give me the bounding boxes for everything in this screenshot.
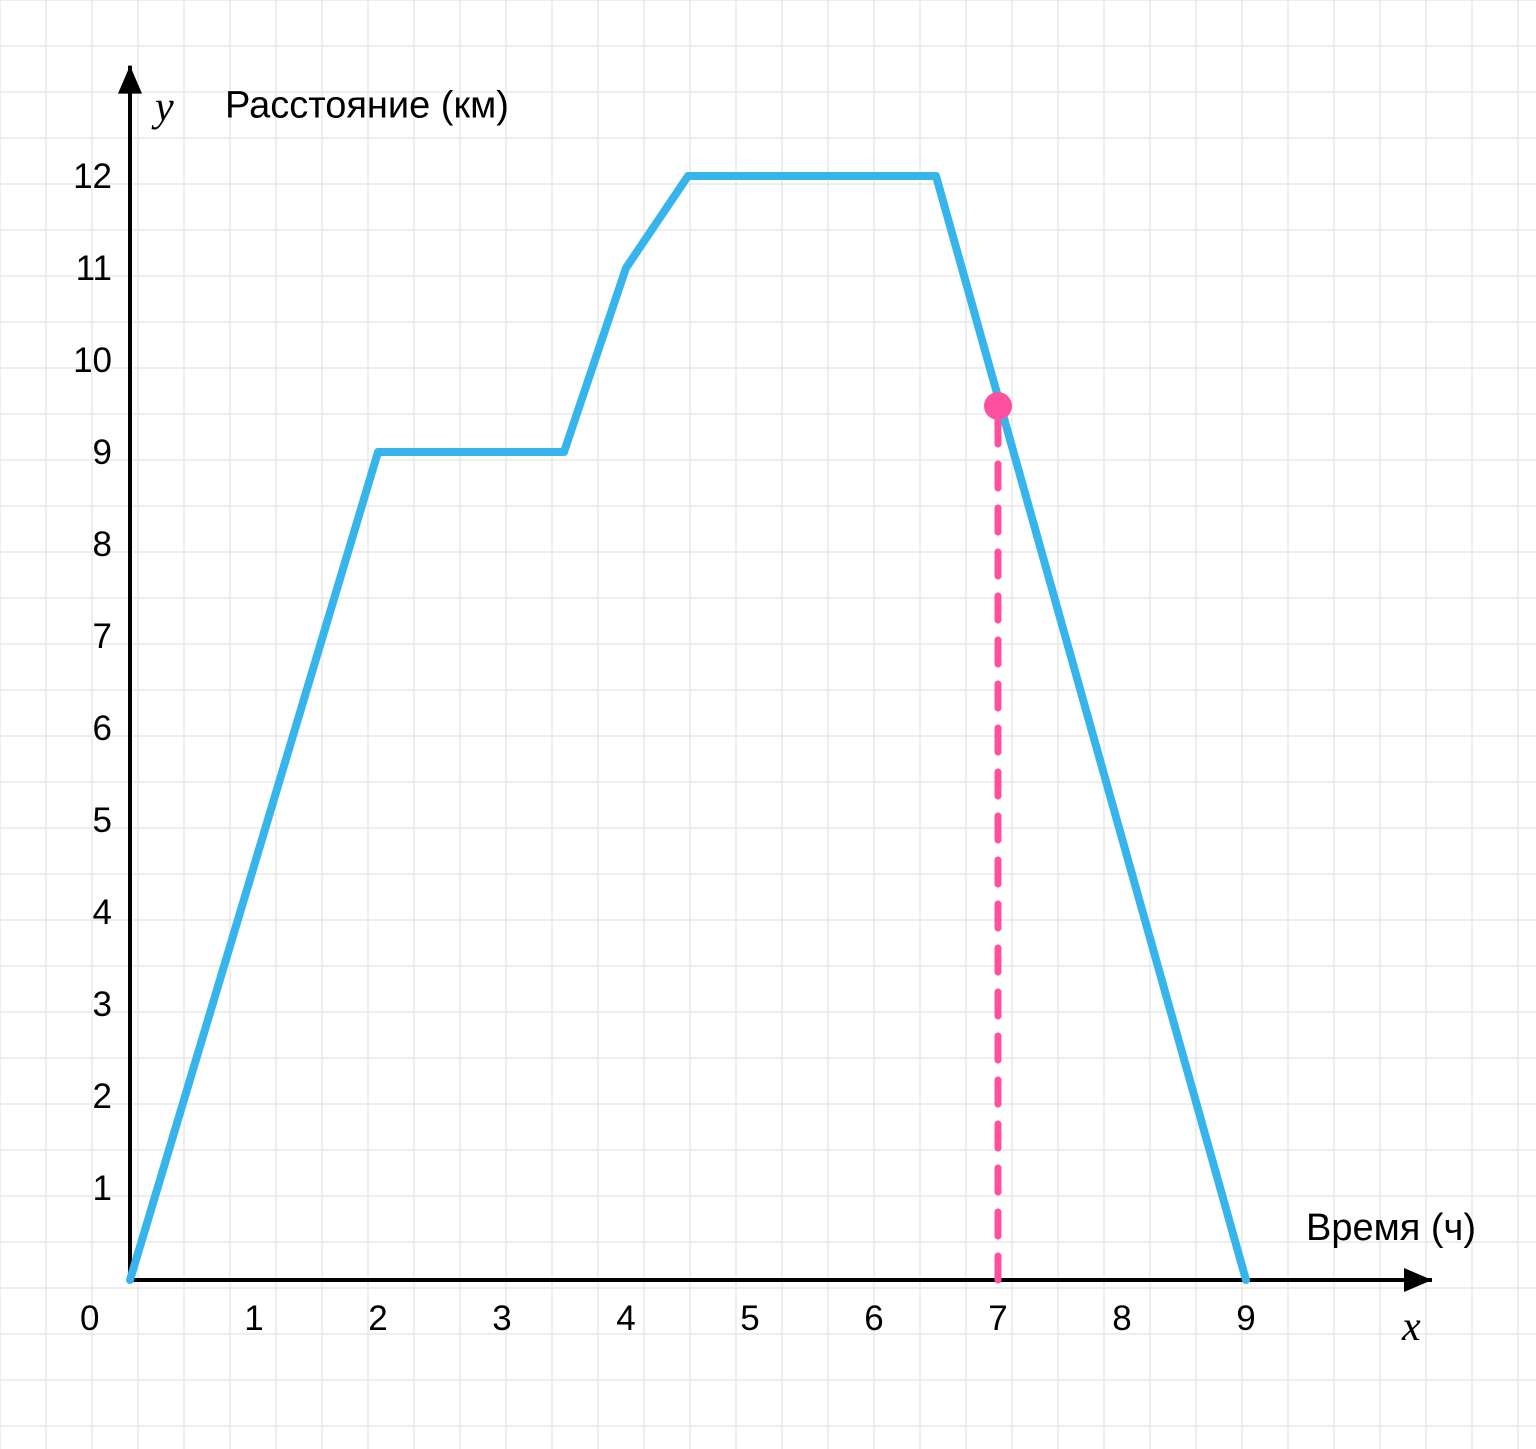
- y-tick-label: 10: [73, 341, 112, 380]
- y-tick-label: 6: [93, 709, 112, 748]
- x-var-label: x: [1401, 1304, 1421, 1350]
- marker-point: [984, 392, 1012, 420]
- origin-label: 0: [80, 1299, 99, 1338]
- x-tick-label: 4: [616, 1299, 635, 1338]
- y-tick-label: 12: [73, 157, 112, 196]
- chart-container: 1234567891234567891011120xyРасстояние (к…: [0, 0, 1536, 1449]
- y-tick-label: 2: [93, 1077, 112, 1116]
- x-tick-label: 2: [368, 1299, 387, 1338]
- x-tick-label: 7: [988, 1299, 1007, 1338]
- x-tick-label: 5: [740, 1299, 759, 1338]
- y-tick-label: 1: [93, 1169, 112, 1208]
- y-axis-label: Расстояние (км): [225, 85, 509, 127]
- y-tick-label: 7: [93, 617, 112, 656]
- x-axis-label: Время (ч): [1306, 1207, 1476, 1249]
- x-tick-label: 9: [1236, 1299, 1255, 1338]
- y-tick-label: 11: [76, 249, 112, 288]
- chart-svg: 1234567891234567891011120xyРасстояние (к…: [0, 0, 1536, 1449]
- y-tick-label: 8: [93, 525, 112, 564]
- y-tick-label: 4: [93, 893, 112, 932]
- y-var-label: y: [151, 85, 174, 131]
- y-tick-label: 9: [93, 433, 112, 472]
- x-tick-label: 6: [864, 1299, 883, 1338]
- x-tick-label: 3: [492, 1299, 511, 1338]
- y-tick-label: 3: [93, 985, 112, 1024]
- y-tick-label: 5: [93, 801, 112, 840]
- x-tick-label: 8: [1112, 1299, 1131, 1338]
- x-tick-label: 1: [244, 1299, 263, 1338]
